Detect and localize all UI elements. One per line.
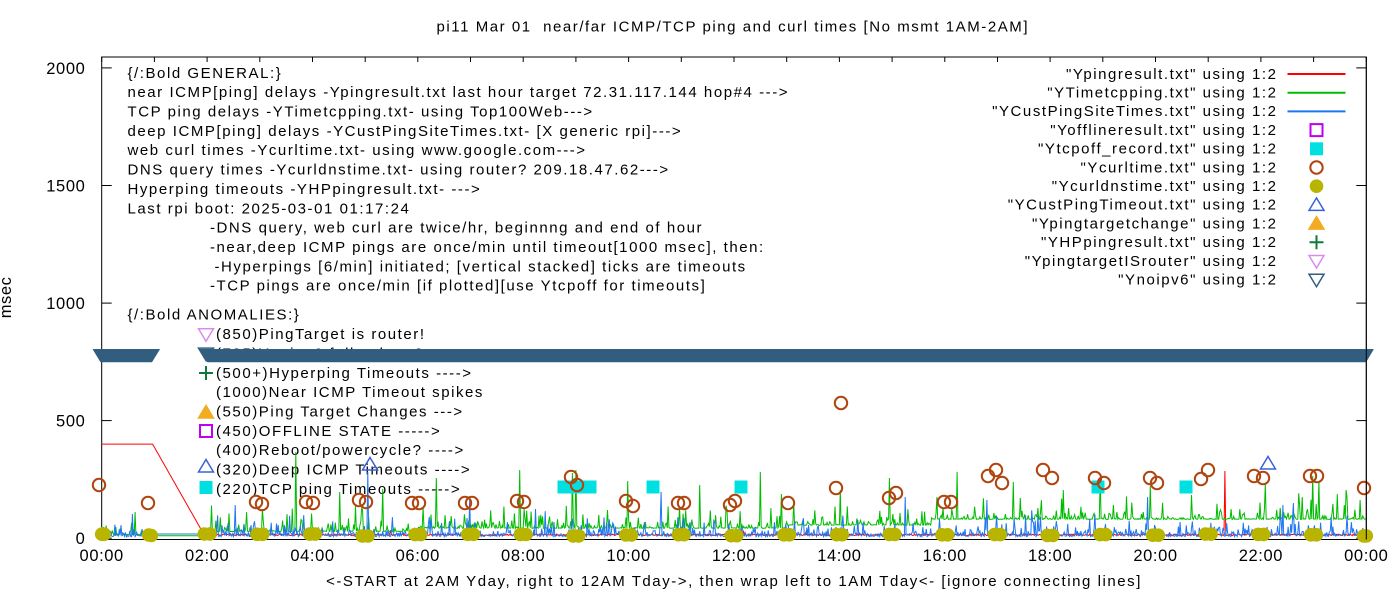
svg-text:12:00: 12:00: [712, 547, 756, 565]
svg-text:Hyperping timeouts -YHPpingres: Hyperping timeouts -YHPpingresult.txt- -…: [128, 181, 482, 198]
svg-text:<-START at 2AM Yday, right to: <-START at 2AM Yday, right to 12AM Tday-…: [326, 573, 1142, 590]
svg-text:(550)Ping Target Changes --->: (550)Ping Target Changes --->: [216, 404, 464, 421]
svg-text:16:00: 16:00: [923, 547, 967, 565]
svg-text:{/:Bold GENERAL:}: {/:Bold GENERAL:}: [128, 65, 283, 82]
svg-text:(500+)Hyperping Timeouts ---->: (500+)Hyperping Timeouts ---->: [216, 365, 473, 382]
svg-text:"YTimetcpping.txt" using 1:2: "YTimetcpping.txt" using 1:2: [1047, 85, 1277, 102]
svg-text:00:00: 00:00: [1344, 547, 1388, 565]
svg-text:DNS query times -Ycurldnstime.: DNS query times -Ycurldnstime.txt- using…: [128, 162, 670, 179]
svg-text:"Ytcpoff_record.txt" using 1:2: "Ytcpoff_record.txt" using 1:2: [1038, 141, 1277, 158]
svg-text:0: 0: [76, 530, 86, 548]
svg-text:msec: msec: [0, 276, 15, 318]
svg-text:"Ypingresult.txt" using 1:2: "Ypingresult.txt" using 1:2: [1066, 66, 1277, 83]
svg-text:(400)Reboot/powercycle? ---->: (400)Reboot/powercycle? ---->: [216, 442, 465, 459]
svg-text:(450)OFFLINE STATE ----->: (450)OFFLINE STATE ----->: [216, 423, 441, 440]
svg-text:02:00: 02:00: [185, 547, 229, 565]
svg-text:1500: 1500: [46, 178, 85, 196]
svg-text:"Ypingtargetchange" using 1:2: "Ypingtargetchange" using 1:2: [1032, 215, 1277, 232]
svg-text:-TCP pings are once/min [if pl: -TCP pings are once/min [if plotted][use…: [210, 278, 706, 295]
svg-text:web curl times -Ycurltime.txt-: web curl times -Ycurltime.txt- using www…: [127, 142, 587, 159]
svg-text:"YpingtargetISrouter" using 1:: "YpingtargetISrouter" using 1:2: [1025, 253, 1278, 270]
svg-text:"Yofflineresult.txt" using 1:2: "Yofflineresult.txt" using 1:2: [1050, 122, 1277, 139]
svg-text:18:00: 18:00: [1028, 547, 1072, 565]
svg-text:TCP ping delays -YTimetcpping.: TCP ping delays -YTimetcpping.txt- using…: [128, 104, 594, 121]
svg-text:pi11 Mar 01 near/far ICMP/TCP: pi11 Mar 01 near/far ICMP/TCP ping and c…: [437, 19, 1030, 36]
svg-text:Last rpi boot: 2025-03-01 01:1: Last rpi boot: 2025-03-01 01:17:24: [128, 200, 411, 217]
svg-text:-DNS query, web curl are twice: -DNS query, web curl are twice/hr, begin…: [210, 220, 703, 237]
svg-text:(1000)Near ICMP Timeout spikes: (1000)Near ICMP Timeout spikes: [216, 384, 484, 401]
svg-text:"YCustPingTimeout.txt" using 1: "YCustPingTimeout.txt" using 1:2: [1008, 197, 1278, 214]
svg-text:04:00: 04:00: [290, 547, 334, 565]
svg-text:20:00: 20:00: [1133, 547, 1177, 565]
svg-text:-near,deep ICMP pings are once: -near,deep ICMP pings are once/min until…: [210, 239, 765, 256]
svg-text:"YCustPingSiteTimes.txt" using: "YCustPingSiteTimes.txt" using 1:2: [992, 103, 1277, 120]
svg-text:"YHPpingresult.txt" using 1:2: "YHPpingresult.txt" using 1:2: [1041, 234, 1278, 251]
svg-text:near ICMP[ping] delays -Ypingr: near ICMP[ping] delays -Ypingresult.txt …: [128, 84, 790, 101]
svg-text:"Ynoipv6" using 1:2: "Ynoipv6" using 1:2: [1118, 272, 1277, 289]
svg-text:{/:Bold ANOMALIES:}: {/:Bold ANOMALIES:}: [128, 307, 301, 324]
svg-text:00:00: 00:00: [80, 547, 124, 565]
svg-text:(850)PingTarget is router!: (850)PingTarget is router!: [216, 326, 426, 343]
svg-text:"Ycurltime.txt" using 1:2: "Ycurltime.txt" using 1:2: [1081, 159, 1278, 176]
svg-text:deep ICMP[ping] delays -YCustP: deep ICMP[ping] delays -YCustPingSiteTim…: [128, 123, 683, 140]
svg-text:500: 500: [56, 413, 85, 431]
svg-text:(220)TCP ping Timeouts ----->: (220)TCP ping Timeouts ----->: [216, 481, 461, 498]
svg-text:-Hyperpings [6/min] initiated;: -Hyperpings [6/min] initiated; [vertical…: [215, 258, 747, 275]
svg-text:22:00: 22:00: [1239, 547, 1283, 565]
svg-text:06:00: 06:00: [396, 547, 440, 565]
svg-text:(320)Deep ICMP Timeouts ---->: (320)Deep ICMP Timeouts ---->: [216, 462, 471, 479]
svg-text:1000: 1000: [46, 295, 85, 313]
svg-text:08:00: 08:00: [501, 547, 545, 565]
svg-text:14:00: 14:00: [817, 547, 861, 565]
svg-text:10:00: 10:00: [606, 547, 650, 565]
svg-text:"Ycurldnstime.txt" using 1:2: "Ycurldnstime.txt" using 1:2: [1052, 178, 1278, 195]
svg-text:2000: 2000: [46, 60, 85, 78]
